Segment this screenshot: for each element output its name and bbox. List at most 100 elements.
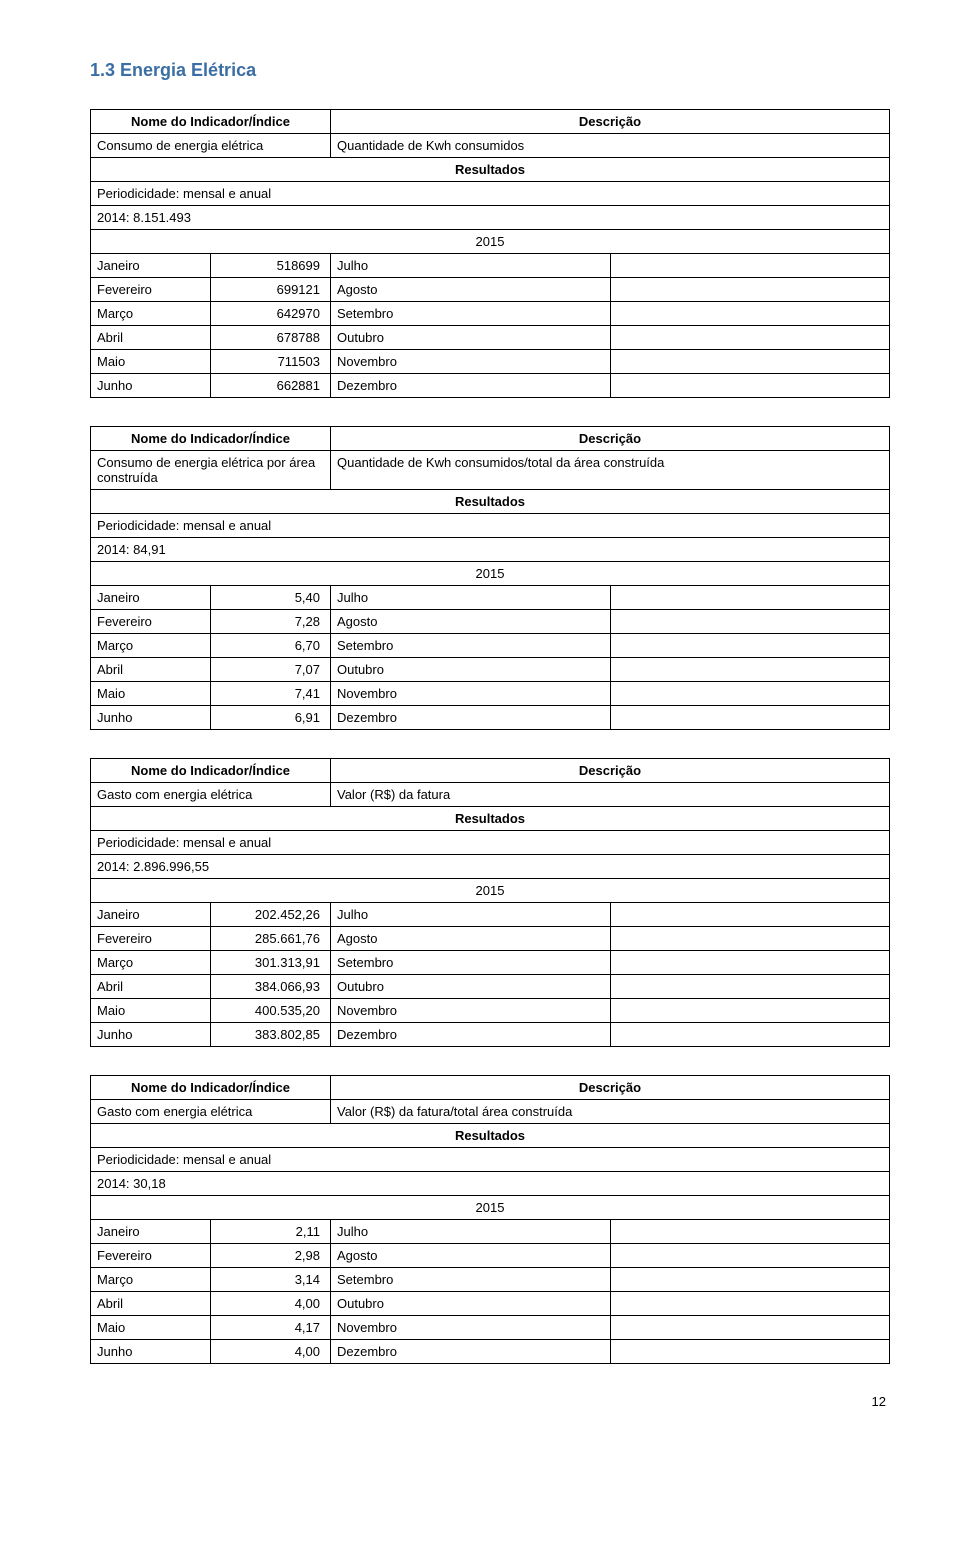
month-right: Novembro (331, 682, 611, 706)
indicator-desc: Valor (R$) da fatura/total área construí… (331, 1100, 890, 1124)
indicator-table: Nome do Indicador/Índice Descrição Consu… (90, 109, 890, 398)
value-right (611, 706, 890, 730)
month-left: Janeiro (91, 254, 211, 278)
table-row: Janeiro5,40Julho (91, 586, 890, 610)
month-right: Dezembro (331, 1340, 611, 1364)
month-right: Julho (331, 254, 611, 278)
table-row: Fevereiro285.661,76Agosto (91, 927, 890, 951)
value-right (611, 610, 890, 634)
month-right: Dezembro (331, 374, 611, 398)
value-left: 400.535,20 (211, 999, 331, 1023)
month-left: Abril (91, 658, 211, 682)
month-right: Outubro (331, 326, 611, 350)
year-row: 2015 (91, 230, 890, 254)
month-left: Fevereiro (91, 278, 211, 302)
value-right (611, 975, 890, 999)
value-right (611, 1244, 890, 1268)
value-right (611, 302, 890, 326)
table-row: Março642970Setembro (91, 302, 890, 326)
value-left: 642970 (211, 302, 331, 326)
value-left: 301.313,91 (211, 951, 331, 975)
indicator-name: Gasto com energia elétrica (91, 1100, 331, 1124)
value-left: 711503 (211, 350, 331, 374)
value-left: 4,00 (211, 1292, 331, 1316)
indicator-desc: Valor (R$) da fatura (331, 783, 890, 807)
table-block-4: Nome do Indicador/Índice Descrição Gasto… (90, 1075, 890, 1364)
month-right: Novembro (331, 1316, 611, 1340)
header-left: Nome do Indicador/Índice (91, 427, 331, 451)
value-right (611, 682, 890, 706)
resultados-row: Resultados (91, 158, 890, 182)
month-left: Janeiro (91, 903, 211, 927)
value-left: 2,98 (211, 1244, 331, 1268)
month-right: Setembro (331, 951, 611, 975)
baseline: 2014: 30,18 (91, 1172, 890, 1196)
value-right (611, 1023, 890, 1047)
baseline: 2014: 8.151.493 (91, 206, 890, 230)
indicator-table: Nome do Indicador/Índice Descrição Consu… (90, 426, 890, 730)
resultados-row: Resultados (91, 490, 890, 514)
value-right (611, 350, 890, 374)
month-left: Março (91, 1268, 211, 1292)
resultados-row: Resultados (91, 1124, 890, 1148)
value-left: 5,40 (211, 586, 331, 610)
value-left: 699121 (211, 278, 331, 302)
month-right: Setembro (331, 1268, 611, 1292)
value-left: 678788 (211, 326, 331, 350)
resultados-row: Resultados (91, 807, 890, 831)
table-row: Abril7,07Outubro (91, 658, 890, 682)
month-right: Dezembro (331, 1023, 611, 1047)
table-block-1: Nome do Indicador/Índice Descrição Consu… (90, 109, 890, 398)
value-right (611, 1268, 890, 1292)
month-left: Março (91, 951, 211, 975)
month-left: Junho (91, 374, 211, 398)
value-right (611, 634, 890, 658)
month-left: Maio (91, 1316, 211, 1340)
value-right (611, 1316, 890, 1340)
value-right (611, 586, 890, 610)
value-left: 662881 (211, 374, 331, 398)
table-row: Abril4,00Outubro (91, 1292, 890, 1316)
periodicidade: Periodicidade: mensal e anual (91, 831, 890, 855)
value-right (611, 1292, 890, 1316)
table-row: Junho662881Dezembro (91, 374, 890, 398)
month-left: Março (91, 634, 211, 658)
value-right (611, 951, 890, 975)
table-row: Abril678788Outubro (91, 326, 890, 350)
header-left: Nome do Indicador/Índice (91, 1076, 331, 1100)
value-left: 7,41 (211, 682, 331, 706)
baseline: 2014: 84,91 (91, 538, 890, 562)
year-row: 2015 (91, 562, 890, 586)
table-row: Junho383.802,85Dezembro (91, 1023, 890, 1047)
month-right: Setembro (331, 302, 611, 326)
month-left: Abril (91, 975, 211, 999)
month-right: Outubro (331, 975, 611, 999)
table-row: Maio711503Novembro (91, 350, 890, 374)
month-left: Maio (91, 682, 211, 706)
table-row: Junho6,91Dezembro (91, 706, 890, 730)
value-left: 202.452,26 (211, 903, 331, 927)
month-left: Janeiro (91, 586, 211, 610)
month-left: Janeiro (91, 1220, 211, 1244)
value-left: 6,70 (211, 634, 331, 658)
page-number: 12 (90, 1394, 890, 1409)
value-right (611, 658, 890, 682)
table-row: Abril384.066,93Outubro (91, 975, 890, 999)
value-right (611, 927, 890, 951)
month-right: Outubro (331, 658, 611, 682)
header-right: Descrição (331, 427, 890, 451)
table-row: Fevereiro699121Agosto (91, 278, 890, 302)
periodicidade: Periodicidade: mensal e anual (91, 514, 890, 538)
section-title: 1.3 Energia Elétrica (90, 60, 890, 81)
month-right: Julho (331, 1220, 611, 1244)
table-row: Fevereiro2,98Agosto (91, 1244, 890, 1268)
table-block-3: Nome do Indicador/Índice Descrição Gasto… (90, 758, 890, 1047)
table-row: Março3,14Setembro (91, 1268, 890, 1292)
value-right (611, 278, 890, 302)
year-row: 2015 (91, 1196, 890, 1220)
table-row: Janeiro2,11Julho (91, 1220, 890, 1244)
month-left: Maio (91, 999, 211, 1023)
month-left: Maio (91, 350, 211, 374)
month-right: Novembro (331, 999, 611, 1023)
header-right: Descrição (331, 759, 890, 783)
